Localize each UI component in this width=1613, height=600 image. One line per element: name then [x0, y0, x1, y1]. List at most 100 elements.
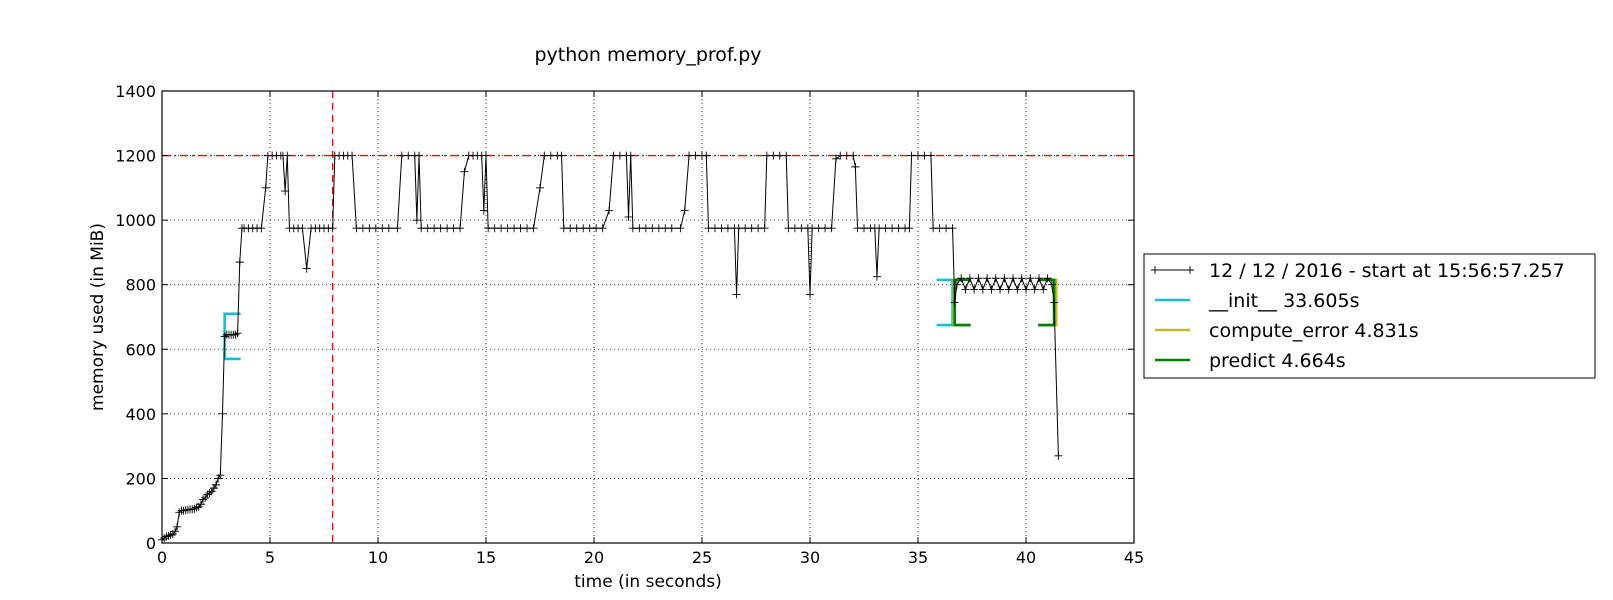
data-point-marker [529, 224, 538, 233]
data-point-marker [1009, 274, 1018, 283]
data-point-marker [302, 264, 311, 273]
data-point-marker [216, 471, 225, 480]
data-point-marker [482, 151, 490, 160]
x-tick-label: 10 [368, 548, 388, 567]
data-point-marker [760, 224, 769, 233]
data-point-marker [1004, 285, 1013, 294]
data-point-marker [205, 488, 214, 497]
y-axis-ticks: 0 200 400 600 800 1000 1200 1400 [115, 82, 1134, 553]
data-point-marker [298, 224, 307, 233]
data-point-marker [957, 274, 966, 283]
data-point-marker [179, 506, 188, 515]
data-point-marker [1050, 298, 1059, 307]
data-point-marker [970, 285, 979, 294]
data-point-marker [961, 285, 970, 294]
function-brackets [223, 278, 1058, 361]
data-point-marker [261, 183, 270, 192]
reference-lines [162, 91, 1134, 543]
y-axis-label: memory used (in MiB) [88, 223, 108, 411]
y-tick-label: 200 [125, 469, 156, 488]
data-point-marker [948, 224, 957, 233]
data-point-marker [1017, 274, 1026, 283]
data-point-marker [212, 480, 220, 489]
data-point-marker [348, 151, 357, 160]
data-point-marker [974, 274, 983, 283]
data-point-marker [203, 490, 212, 499]
data-point-marker [190, 504, 199, 513]
data-point-marker [201, 493, 210, 502]
y-tick-label: 0 [146, 534, 156, 553]
x-tick-label: 35 [908, 548, 928, 567]
data-point-marker [1022, 285, 1030, 294]
data-point-marker [849, 151, 858, 160]
legend: 12 / 12 / 2016 - start at 15:56:57.257 _… [1143, 253, 1596, 379]
legend-marker [1151, 266, 1159, 274]
data-point-marker [605, 206, 614, 215]
data-point-marker [624, 212, 633, 221]
data-point-marker [926, 151, 935, 160]
data-point-marker [978, 285, 987, 294]
y-tick-label: 400 [125, 405, 156, 424]
data-point-marker [162, 532, 171, 541]
legend-marker [1186, 266, 1194, 274]
data-point-marker [1039, 285, 1048, 294]
data-point-marker [233, 329, 242, 338]
plot-frame [161, 90, 1135, 544]
grid-lines [162, 91, 1134, 543]
data-point-marker [983, 274, 992, 283]
data-point-marker [384, 224, 393, 233]
x-tick-label: 20 [584, 548, 604, 567]
data-point-marker [220, 332, 229, 341]
data-point-marker [283, 151, 292, 160]
data-point-marker [851, 162, 860, 171]
data-point-marker [164, 531, 173, 540]
data-point-marker [393, 224, 402, 233]
x-tick-label: 0 [157, 548, 167, 567]
data-point-marker [1013, 285, 1022, 294]
y-tick-label: 1400 [115, 82, 156, 101]
data-point-marker [257, 224, 266, 233]
x-tick-label: 30 [800, 548, 820, 567]
data-point-marker [1043, 274, 1052, 283]
data-point-marker [1034, 274, 1043, 283]
data-point-marker [231, 330, 240, 339]
x-tick-label: 5 [265, 548, 275, 567]
data-point-marker [680, 206, 689, 215]
x-tick-label: 40 [1016, 548, 1036, 567]
data-point-marker [905, 224, 914, 233]
data-point-marker [831, 154, 840, 163]
data-point-marker [952, 280, 961, 289]
data-point-marker [827, 224, 836, 233]
chart-title: python memory_prof.py [534, 44, 761, 66]
data-point-marker [175, 508, 184, 517]
legend-label: __init__ 33.605s [1208, 290, 1359, 312]
data-point-marker [872, 272, 881, 281]
memory-usage-line [161, 155, 1059, 541]
data-point-marker [460, 167, 469, 176]
data-point-marker [456, 224, 465, 233]
data-point-marker [732, 290, 741, 299]
memory-series [158, 151, 1063, 544]
data-point-marker [536, 183, 544, 192]
data-point-marker [1030, 285, 1039, 294]
y-tick-label: 1000 [115, 211, 156, 230]
data-point-marker [166, 530, 175, 539]
data-point-marker [626, 151, 635, 160]
legend-label: compute_error 4.831s [1209, 320, 1419, 342]
data-point-marker [782, 151, 791, 160]
y-tick-label: 1200 [115, 147, 156, 166]
data-point-marker [207, 487, 216, 496]
data-point-marker [209, 484, 218, 493]
data-point-marker [281, 187, 290, 196]
data-point-marker [702, 151, 711, 160]
data-point-marker [328, 224, 337, 233]
data-point-marker [996, 285, 1005, 294]
data-point-marker [218, 409, 227, 418]
data-point-marker [1000, 274, 1009, 283]
data-point-marker [415, 151, 424, 160]
data-point-marker [991, 274, 1000, 283]
data-point-marker [1054, 451, 1063, 460]
data-point-marker [173, 522, 182, 531]
data-point-marker [192, 503, 201, 512]
data-point-marker [806, 290, 814, 299]
